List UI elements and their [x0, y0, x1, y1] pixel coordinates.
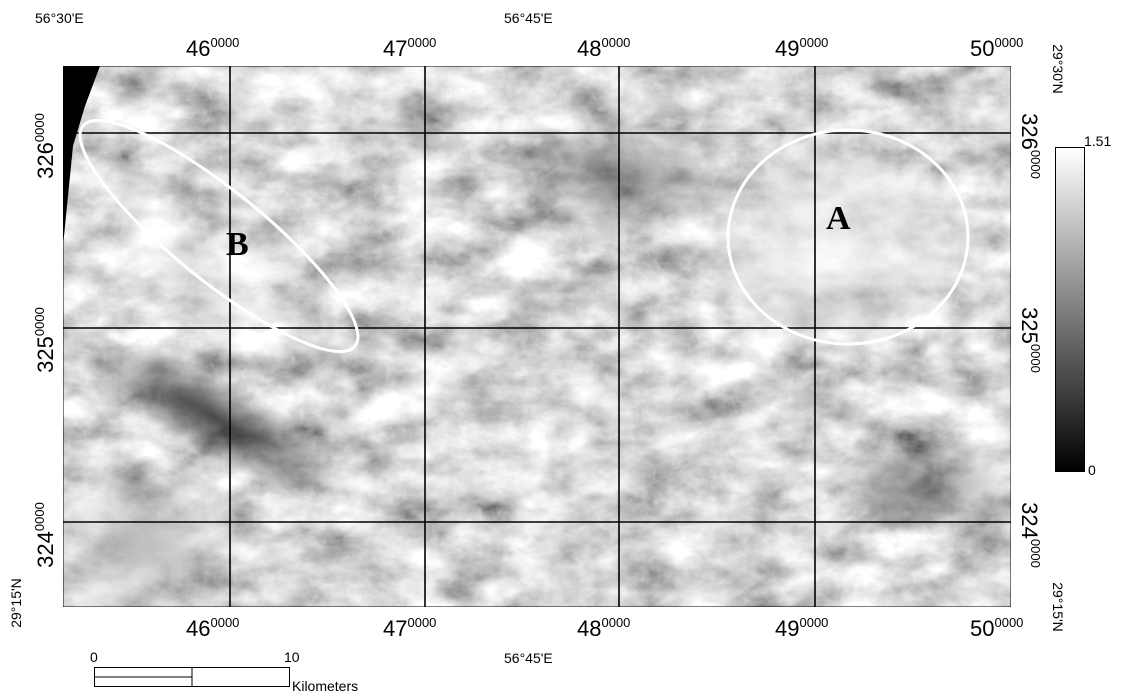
colorbar-min-label: 0: [1088, 462, 1096, 478]
bottom-left-latitude-label: 29°15'N: [8, 578, 24, 628]
easting-tick-top-50: 500000: [970, 35, 1024, 61]
scale-bar: [94, 667, 290, 687]
scale-bar-start-label: 0: [90, 649, 98, 665]
northing-tick-right-325: 3250000: [1017, 307, 1043, 373]
easting-tick-top-46: 460000: [186, 35, 240, 61]
easting-tick-bottom-49: 490000: [775, 615, 829, 641]
zone-a-outline: [726, 128, 970, 346]
easting-tick-bottom-48: 480000: [577, 615, 631, 641]
zone-b-label: B: [226, 226, 249, 263]
easting-tick-top-48: 480000: [577, 35, 631, 61]
top-right-latitude-label: 29°30'N: [1050, 44, 1066, 94]
zone-a-label: A: [826, 200, 851, 237]
scale-bar-end-label: 10: [284, 649, 300, 665]
northing-tick-left-326: 3260000: [32, 113, 58, 179]
easting-tick-bottom-50: 500000: [970, 615, 1024, 641]
northing-tick-right-324: 3240000: [1017, 502, 1043, 568]
bottom-center-longitude-label: 56°45'E: [504, 650, 553, 666]
colorbar: [1055, 147, 1085, 472]
top-center-longitude-label: 56°45'E: [504, 10, 553, 26]
scale-bar-unit-label: Kilometers: [292, 678, 359, 694]
bottom-right-latitude-label: 29°15'N: [1050, 582, 1066, 632]
northing-tick-left-325: 3250000: [32, 307, 58, 373]
colorbar-max-label: 1.51: [1084, 133, 1112, 149]
easting-tick-top-49: 490000: [775, 35, 829, 61]
easting-tick-bottom-46: 460000: [186, 615, 240, 641]
top-left-longitude-label: 56°30'E: [35, 10, 84, 26]
easting-tick-bottom-47: 470000: [383, 615, 437, 641]
northing-tick-left-324: 3240000: [32, 502, 58, 568]
satellite-raster-map: [63, 66, 1011, 607]
zone-b-outline: [78, 118, 360, 354]
northing-tick-right-326: 3260000: [1017, 113, 1043, 179]
easting-tick-top-47: 470000: [383, 35, 437, 61]
